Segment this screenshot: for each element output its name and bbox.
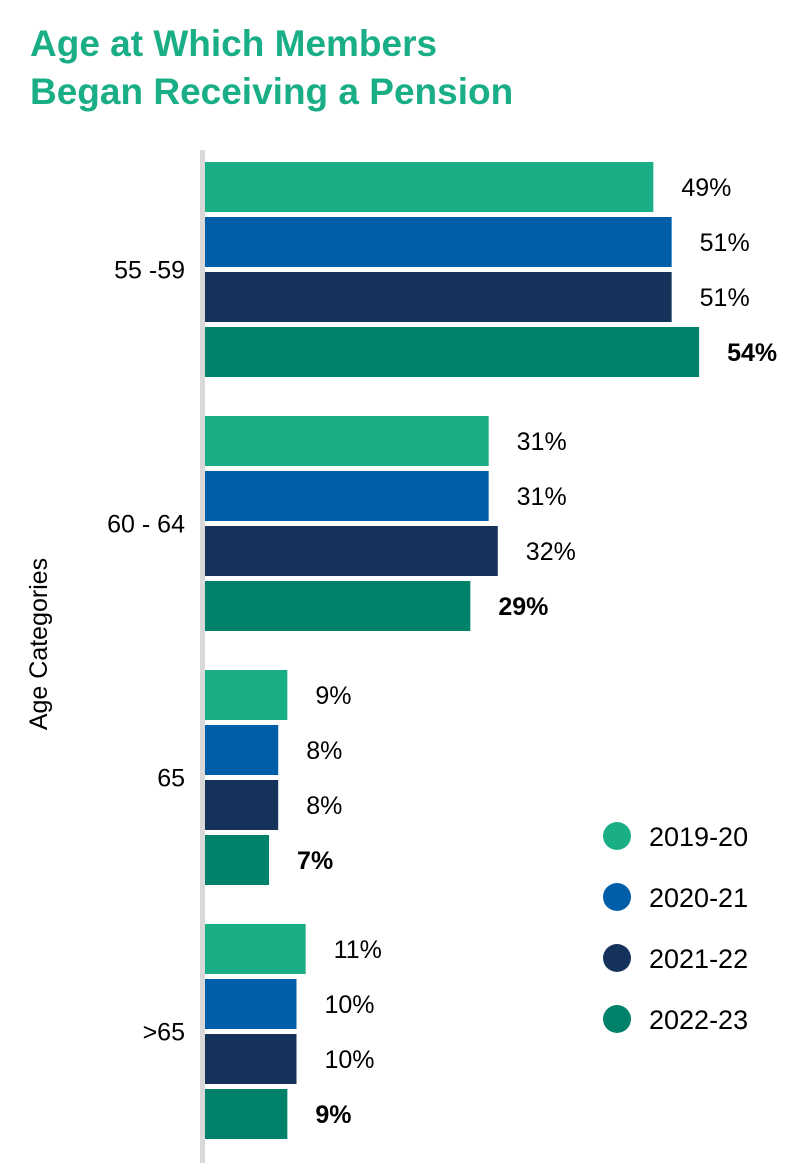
data-label: 9% <box>315 682 351 710</box>
legend-label: 2019-20 <box>649 822 748 852</box>
category-label: 60 - 64 <box>107 511 185 539</box>
category-label: 55 -59 <box>114 257 185 285</box>
bar-2019-20-1 <box>205 162 654 212</box>
bar-2020-21-3 <box>205 725 279 775</box>
category-label: 65 <box>157 765 185 793</box>
legend-marker-icon <box>603 944 631 972</box>
bar-2020-21-2 <box>205 471 489 521</box>
chart-title: Age at Which Members Began Receiving a P… <box>30 20 513 116</box>
legend-item-2020-21[interactable]: 2020-21 <box>603 883 748 913</box>
data-label: 32% <box>526 538 576 566</box>
legend-marker-icon <box>603 1005 631 1033</box>
bar-2020-21-4 <box>205 979 297 1029</box>
data-label: 54% <box>727 339 777 367</box>
data-label: 51% <box>700 284 750 312</box>
data-label: 10% <box>325 991 375 1019</box>
bar-2019-20-4 <box>205 924 306 974</box>
data-label: 7% <box>297 847 333 875</box>
legend[interactable]: 2019-20 2020-21 2021-22 2022-23 <box>603 822 748 1035</box>
data-label: 31% <box>517 483 567 511</box>
chart-title-line-2: Began Receiving a Pension <box>30 71 514 112</box>
data-label: 8% <box>306 737 342 765</box>
bar-2021-22-2 <box>205 526 498 576</box>
legend-item-2019-20[interactable]: 2019-20 <box>603 822 748 852</box>
bar-2019-20-2 <box>205 416 489 466</box>
legend-marker-icon <box>603 822 631 850</box>
category-label: >65 <box>143 1019 185 1047</box>
data-label: 29% <box>498 593 548 621</box>
bar-group <box>205 162 700 1139</box>
legend-item-2021-22[interactable]: 2021-22 <box>603 944 748 974</box>
bar-2022-23-2 <box>205 581 471 631</box>
y-axis-title: Age Categories <box>25 558 53 730</box>
bar-2020-21-1 <box>205 217 672 267</box>
legend-marker-icon <box>603 883 631 911</box>
bar-2021-22-4 <box>205 1034 297 1084</box>
legend-label: 2022-23 <box>649 1005 748 1035</box>
category-labels: 55 -59 60 - 64 65 >65 <box>107 257 185 1047</box>
data-label: 8% <box>306 792 342 820</box>
data-label: 9% <box>315 1101 351 1129</box>
data-label: 31% <box>517 428 567 456</box>
legend-label: 2021-22 <box>649 944 748 974</box>
bar-2019-20-3 <box>205 670 288 720</box>
data-label: 49% <box>681 174 731 202</box>
bar-2022-23-1 <box>205 327 700 377</box>
data-label: 51% <box>700 229 750 257</box>
data-label: 11% <box>334 936 382 964</box>
bar-2021-22-3 <box>205 780 279 830</box>
legend-item-2022-23[interactable]: 2022-23 <box>603 1005 748 1035</box>
legend-label: 2020-21 <box>649 883 748 913</box>
bar-2022-23-3 <box>205 835 270 885</box>
bar-2022-23-4 <box>205 1089 288 1139</box>
bar-2021-22-1 <box>205 272 672 322</box>
data-labels: 49% 51% 51% 54% 31% 31% 32% 29% 9% 8% 8% 7% 11% 10% 10… <box>297 174 777 1129</box>
chart-title-line-1: Age at Which Members <box>30 23 438 64</box>
data-label: 10% <box>325 1046 375 1074</box>
